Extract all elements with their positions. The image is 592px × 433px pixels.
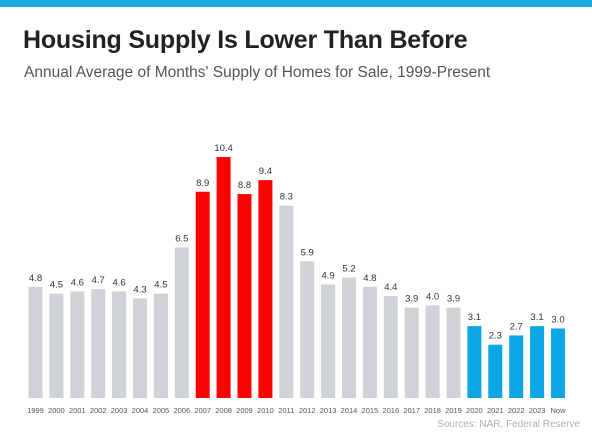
x-tick-2022: 2022 (508, 406, 525, 415)
x-tick-2004: 2004 (132, 406, 149, 415)
bars-group (28, 157, 565, 399)
bar-2013 (321, 284, 336, 398)
bar-2004 (133, 298, 147, 398)
chart-title: Housing Supply Is Lower Than Before (23, 26, 468, 54)
bar-now (551, 328, 565, 398)
bar-2023 (530, 326, 545, 398)
x-tick-2001: 2001 (69, 406, 86, 415)
value-label-2001: 4.6 (71, 277, 84, 288)
bar-2001 (70, 291, 85, 398)
value-label-2002: 4.7 (92, 275, 105, 286)
value-label-2000: 4.5 (50, 280, 63, 291)
x-tick-2019: 2019 (445, 406, 462, 415)
value-label-2017: 3.9 (405, 294, 418, 305)
bar-2012 (300, 261, 315, 398)
x-tick-2018: 2018 (424, 406, 441, 415)
value-label-2012: 5.9 (301, 247, 314, 258)
value-label-2007: 8.9 (196, 178, 209, 189)
bar-2015 (362, 286, 377, 398)
value-label-2011: 8.3 (280, 192, 293, 203)
x-tick-2012: 2012 (299, 406, 316, 415)
bar-2008 (216, 157, 231, 398)
value-label-2008: 10.4 (214, 143, 233, 154)
bar-2003 (112, 291, 127, 398)
bar-2019 (446, 307, 461, 399)
value-label-2003: 4.6 (112, 277, 125, 288)
bar-2007 (195, 191, 210, 398)
x-tick-1999: 1999 (27, 406, 44, 415)
value-label-now: 3.0 (551, 314, 564, 325)
chart-subtitle: Annual Average of Months' Supply of Home… (24, 64, 491, 81)
value-label-2006: 6.5 (175, 233, 188, 244)
bar-2011 (279, 205, 294, 398)
bar-2002 (91, 289, 106, 398)
x-tick-2011: 2011 (278, 406, 294, 415)
value-label-2009: 8.8 (238, 180, 251, 191)
bar-2017 (404, 307, 419, 399)
bar-1999 (28, 286, 43, 398)
value-label-2018: 4.0 (426, 291, 439, 302)
value-label-2004: 4.3 (133, 284, 146, 295)
value-label-2016: 4.4 (384, 282, 397, 293)
x-tick-labels-group: 1999 2000 2001 2002 2003 2004 2005 2006 2007 2008… (27, 406, 566, 415)
x-tick-now: Now (550, 406, 566, 415)
value-label-2020: 3.1 (468, 312, 481, 323)
value-label-2022: 2.7 (510, 321, 523, 332)
x-tick-2000: 2000 (48, 406, 65, 415)
x-tick-2007: 2007 (194, 406, 211, 415)
value-label-2005: 4.5 (154, 280, 167, 291)
x-tick-2005: 2005 (153, 406, 170, 415)
value-label-2015: 4.8 (363, 273, 376, 284)
bar-2000 (49, 293, 64, 398)
bar-2021 (488, 344, 503, 398)
bar-2020 (467, 326, 482, 398)
x-tick-2014: 2014 (341, 406, 358, 415)
x-tick-2008: 2008 (215, 406, 232, 415)
accent-top-bar (0, 0, 592, 7)
x-tick-2010: 2010 (257, 406, 274, 415)
bar-2005 (153, 293, 168, 398)
bar-2010 (258, 180, 273, 398)
x-tick-2015: 2015 (362, 406, 379, 415)
x-tick-2002: 2002 (90, 406, 107, 415)
x-tick-2021: 2021 (487, 406, 504, 415)
x-tick-2006: 2006 (173, 406, 190, 415)
x-tick-2009: 2009 (236, 406, 253, 415)
x-tick-2013: 2013 (320, 406, 337, 415)
value-label-2019: 3.9 (447, 294, 460, 305)
bar-2009 (237, 194, 252, 398)
bar-2006 (174, 247, 189, 399)
bar-2016 (383, 296, 398, 398)
x-tick-2003: 2003 (111, 406, 128, 415)
value-label-2014: 5.2 (342, 264, 355, 275)
x-tick-2023: 2023 (529, 406, 546, 415)
x-tick-2017: 2017 (403, 406, 420, 415)
bar-2018 (425, 305, 440, 398)
value-label-2010: 9.4 (259, 166, 272, 177)
x-tick-2020: 2020 (466, 406, 483, 415)
bar-2022 (509, 335, 524, 398)
value-label-2021: 2.3 (489, 331, 502, 342)
value-label-2023: 3.1 (530, 312, 543, 323)
x-tick-2016: 2016 (382, 406, 399, 415)
value-label-2013: 4.9 (321, 270, 334, 281)
bar-2014 (342, 277, 356, 398)
value-label-1999: 4.8 (29, 273, 42, 284)
value-labels-group: 4.8 4.5 4.6 4.7 4.6 4.3 4.5 6.5 8.9 10.4 8.8 9.4 8.3… (29, 143, 565, 342)
source-note: Sources: NAR, Federal Reserve (437, 419, 580, 430)
